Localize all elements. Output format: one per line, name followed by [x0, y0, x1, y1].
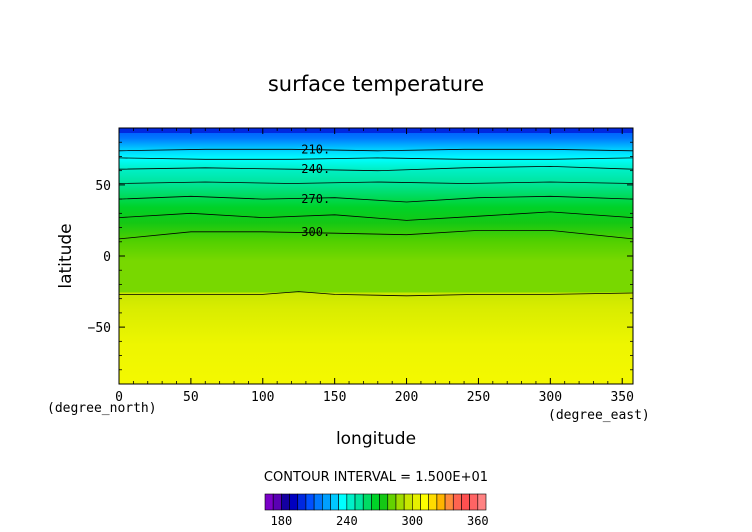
x-tick-label: 350 [610, 390, 633, 405]
colorbar-labels: 180 240 300 360 [271, 514, 489, 528]
colorbar-tick-label: 240 [336, 514, 358, 528]
colorbar-swatch [436, 493, 446, 511]
contour-line-270 [118, 195, 634, 203]
contour-line-240 [118, 165, 634, 172]
contour-line-285 [118, 211, 634, 221]
contour-label: 300. [301, 225, 330, 239]
colorbar-swatch [289, 493, 299, 511]
x-axis-unit: (degree_east) [548, 408, 650, 423]
colorbar-swatch [338, 493, 348, 511]
x-tick-label: 300 [539, 390, 562, 405]
colorbar-swatch [346, 493, 356, 511]
y-tick-label: 50 [95, 179, 111, 194]
x-tick-label: 150 [323, 390, 346, 405]
colorbar-swatch [420, 493, 430, 511]
colorbar-swatch [330, 493, 339, 511]
contour-interval-text: CONTOUR INTERVAL = 1.500E+01 [264, 470, 488, 485]
colorbar-swatch [272, 493, 282, 511]
contour-line-225 [118, 157, 634, 160]
contour-line-255 [118, 181, 634, 184]
colorbar-swatch [412, 493, 421, 511]
colorbar-swatch [379, 493, 389, 511]
contour-line-300 [118, 230, 634, 240]
contour-label: 210. [301, 142, 330, 156]
y-tick-label: −50 [88, 321, 111, 336]
x-axis-ticks: 0 50 100 150 200 250 300 350 [115, 128, 634, 405]
x-tick-label: 100 [251, 390, 274, 405]
colorbar-swatch [403, 493, 413, 511]
x-tick-label: 250 [467, 390, 490, 405]
colorbar-swatch [428, 493, 438, 511]
colorbar-swatch [305, 493, 315, 511]
colorbar-swatch [354, 493, 364, 511]
colorbar-swatch [371, 493, 380, 511]
x-tick-label: 50 [183, 390, 199, 405]
colorbar-swatch [477, 493, 487, 511]
chart-title: surface temperature [268, 72, 484, 96]
colorbar-tick-label: 360 [467, 514, 489, 528]
contour-label: 240. [301, 162, 330, 176]
x-tick-label: 200 [395, 390, 418, 405]
contour-line-315 [119, 291, 634, 297]
colorbar-swatch [395, 493, 405, 511]
colorbar-swatch [297, 493, 307, 511]
colorbar-swatch [387, 493, 397, 511]
colorbar-swatch [313, 493, 323, 511]
contour-label: 270. [301, 192, 330, 206]
colorbar-swatch [469, 493, 479, 511]
colorbar-swatch [281, 493, 290, 511]
colorbar-tick-label: 180 [271, 514, 293, 528]
colorbar-swatch [444, 493, 454, 511]
contour-labels: 210. 240. 270. 300. [301, 142, 330, 238]
x-tick-label: 0 [115, 390, 123, 405]
contour-lines [118, 148, 634, 297]
contour-line-210 [118, 148, 634, 152]
y-axis-label: latitude [56, 223, 76, 288]
top-band [119, 128, 633, 133]
colorbar [264, 493, 487, 511]
y-tick-label: 0 [103, 250, 111, 265]
colorbar-swatch [264, 493, 274, 511]
colorbar-swatch [461, 493, 470, 511]
colorbar-tick-label: 300 [401, 514, 423, 528]
colorbar-swatch [452, 493, 462, 511]
y-axis-unit: (degree_north) [47, 401, 157, 416]
colorbar-swatch [362, 493, 372, 511]
colorbar-swatch [321, 493, 331, 511]
x-axis-label: longitude [336, 429, 416, 449]
y-axis-ticks: 50 0 −50 [88, 141, 633, 371]
